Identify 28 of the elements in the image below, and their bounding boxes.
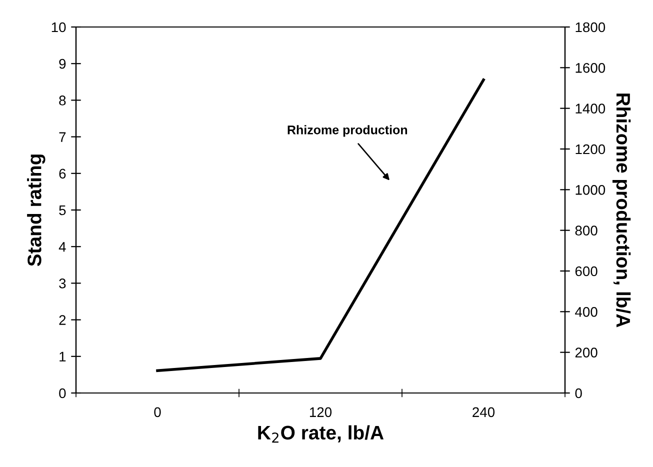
y-tick-label: 3 [59,278,66,288]
y2-tick-label: 1800 [576,22,606,32]
y2-tick-label: 1200 [576,144,606,154]
y-tick-label: 5 [59,205,66,216]
y-axis-title: Stand rating [27,154,46,266]
x-tick-label: 0 [154,407,161,418]
annotation: Rhizome production [288,125,408,137]
y2-tick-label: 1600 [576,63,606,73]
y-tick-label: 8 [59,96,66,106]
y2-axis-title: Rhizome production, lb/A [612,94,631,328]
x-axis-title: K$_{2}$O rate, lb/A [258,425,384,443]
y-tick-label: 10 [52,22,66,32]
y-tick-label: 0 [59,388,66,398]
y-tick-label: 4 [58,242,66,252]
x-tick-label: 240 [472,407,495,418]
y2-tick-label: 0 [575,388,582,398]
y2-tick-label: 800 [575,226,598,236]
y2-tick-label: 1000 [576,185,606,195]
y-tick-label: 9 [59,58,66,69]
y-tick-label: 2 [59,315,66,325]
y2-tick-label: 1400 [576,104,606,114]
y2-tick-label: 600 [575,266,598,276]
x-tick-label: 120 [310,407,332,418]
y2-tick-label: 200 [575,348,598,358]
y-tick-label: 1 [60,352,66,362]
y-tick-label: 7 [59,132,66,142]
y-tick-label: 6 [59,168,66,179]
y2-tick-label: 400 [575,307,598,317]
